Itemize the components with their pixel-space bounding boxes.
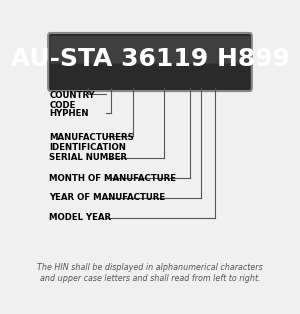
Text: COUNTRY
CODE: COUNTRY CODE bbox=[49, 91, 95, 111]
Text: SERIAL NUMBER: SERIAL NUMBER bbox=[49, 153, 127, 162]
Text: • AU-STA 36119 H899 •: • AU-STA 36119 H899 • bbox=[0, 47, 300, 71]
FancyBboxPatch shape bbox=[50, 36, 250, 63]
FancyBboxPatch shape bbox=[48, 33, 252, 91]
Text: HYPHEN: HYPHEN bbox=[49, 109, 88, 117]
Text: MONTH OF MANUFACTURE: MONTH OF MANUFACTURE bbox=[49, 174, 176, 183]
Text: YEAR OF MANUFACTURE: YEAR OF MANUFACTURE bbox=[49, 193, 165, 202]
Text: MANUFACTURERS
IDENTIFICATION: MANUFACTURERS IDENTIFICATION bbox=[49, 133, 134, 152]
Text: MODEL YEAR: MODEL YEAR bbox=[49, 213, 111, 222]
Text: The HIN shall be displayed in alphanumerical characters
and upper case letters a: The HIN shall be displayed in alphanumer… bbox=[37, 263, 263, 283]
